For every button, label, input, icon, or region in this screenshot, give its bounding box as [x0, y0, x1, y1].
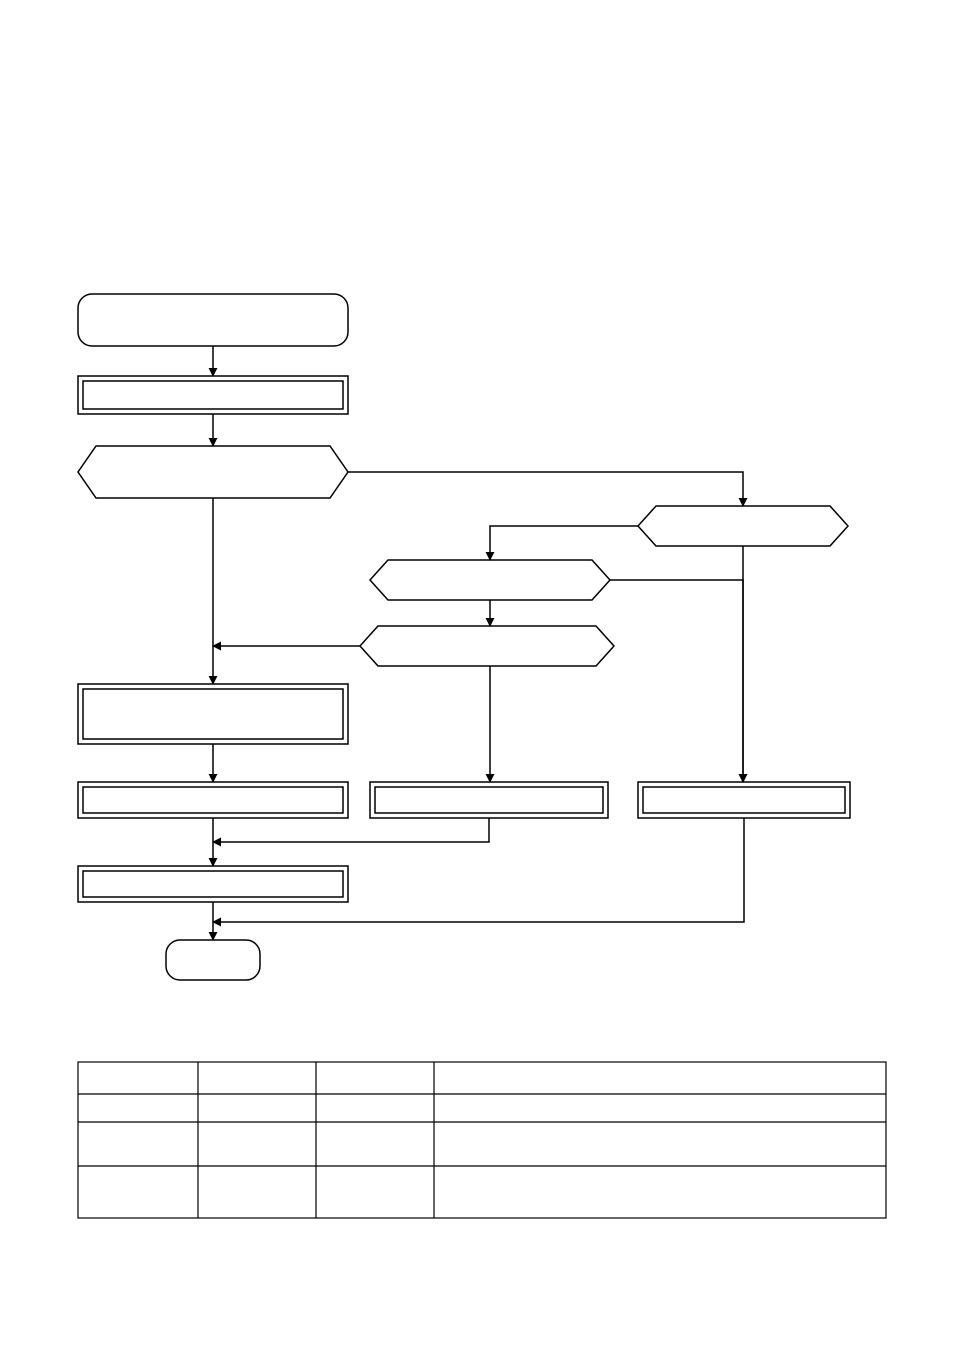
edge-n5-n10 — [610, 580, 743, 782]
diagram-canvas — [0, 0, 954, 1348]
edge-n4-n5 — [490, 526, 638, 560]
node-n7 — [78, 684, 348, 744]
node-n6 — [360, 626, 614, 666]
edge-n10-n12 — [213, 818, 744, 922]
table-border — [78, 1062, 886, 1218]
edge-n3-n4 — [348, 472, 743, 506]
node-n12 — [166, 940, 260, 980]
node-n4 — [638, 506, 848, 546]
node-n3 — [78, 446, 348, 498]
edge-n9-n11 — [213, 818, 489, 842]
node-n1 — [78, 294, 348, 346]
node-n5 — [370, 560, 610, 600]
